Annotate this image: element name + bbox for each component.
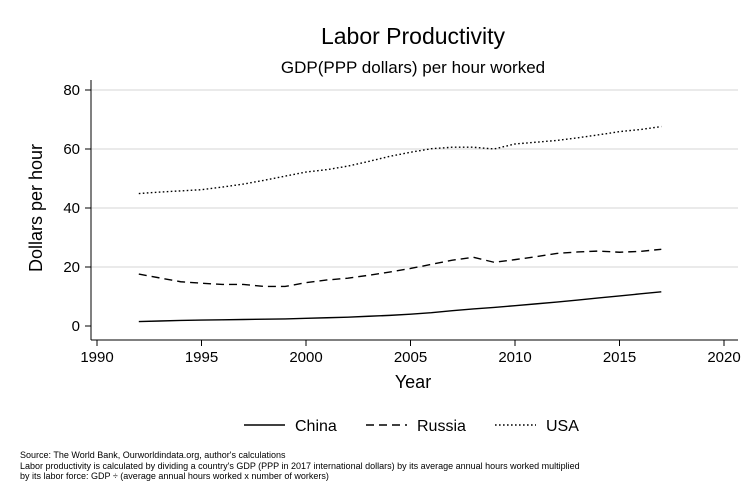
gridlines [91, 89, 738, 268]
y-ticks: 0 20 40 60 80 [63, 82, 91, 335]
x-tick-label-2015: 2015 [603, 349, 636, 366]
y-tick-label-40: 40 [63, 200, 80, 217]
y-tick-label-80: 80 [63, 82, 80, 99]
y-tick-label-60: 60 [63, 141, 80, 158]
series-line-russia [138, 248, 662, 288]
series-line-usa [138, 125, 662, 195]
x-tick-label-1995: 1995 [185, 349, 218, 366]
series-line-china [138, 291, 662, 323]
legend-label-china: China [295, 418, 337, 435]
chart-title: Labor Productivity [321, 23, 506, 49]
x-tick-label-2000: 2000 [289, 349, 322, 366]
y-tick-label-20: 20 [63, 259, 80, 276]
footnote-note-line-1: Labor productivity is calculated by divi… [20, 460, 580, 471]
series-lines [138, 125, 662, 323]
y-tick-label-0: 0 [72, 318, 80, 335]
x-axis-label: Year [395, 372, 431, 392]
footnote: Source: The World Bank, Ourworldindata.o… [20, 450, 580, 482]
legend-label-usa: USA [546, 418, 579, 435]
x-tick-label-2020: 2020 [707, 349, 740, 366]
x-tick-label-2010: 2010 [498, 349, 531, 366]
x-ticks: 1990 1995 2000 2005 2010 2015 2020 [80, 340, 741, 366]
footnote-source: Source: The World Bank, Ourworldindata.o… [20, 450, 286, 460]
x-tick-label-2005: 2005 [394, 349, 427, 366]
chart-subtitle: GDP(PPP dollars) per hour worked [281, 58, 545, 77]
y-axis-label: Dollars per hour [26, 144, 46, 272]
legend-label-russia: Russia [417, 418, 466, 435]
x-tick-label-1990: 1990 [80, 349, 113, 366]
footnote-note-line-2: by its labor force: GDP ÷ (average annua… [20, 471, 329, 481]
legend: China Russia USA [244, 418, 579, 435]
axes [90, 80, 738, 341]
